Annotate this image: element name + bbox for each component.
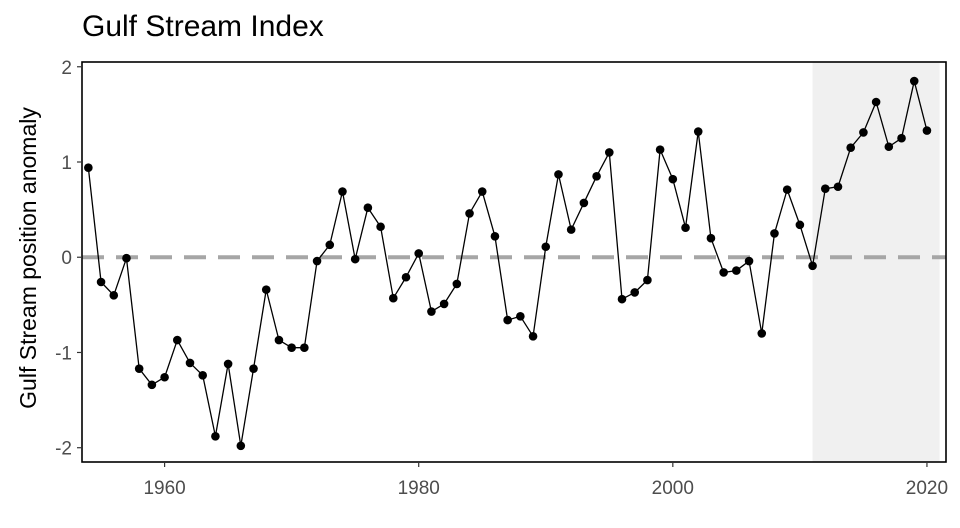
data-point-2015 [859, 128, 868, 137]
data-point-1984 [465, 209, 474, 218]
data-point-1974 [338, 187, 347, 196]
data-point-2006 [744, 256, 754, 266]
data-point-2012 [820, 184, 830, 193]
data-point-1977 [376, 222, 385, 232]
data-point-1986 [490, 231, 500, 241]
data-point-2009 [782, 185, 792, 194]
y-tick-label: 2 [61, 58, 72, 79]
data-point-1972 [312, 256, 322, 266]
x-tick-label: 1980 [398, 478, 440, 499]
data-point-2002 [693, 127, 703, 136]
data-point-2017 [884, 142, 894, 152]
data-point-1987 [503, 315, 512, 325]
data-point-1965 [223, 359, 233, 369]
y-tick-label: -2 [55, 439, 72, 460]
data-point-1971 [300, 343, 309, 353]
shaded-region [812, 62, 940, 462]
data-point-1955 [96, 277, 106, 287]
data-point-1975 [350, 254, 360, 264]
data-point-2018 [897, 133, 906, 143]
data-point-1959 [147, 380, 157, 390]
data-point-2011 [808, 261, 817, 271]
data-point-1962 [185, 358, 195, 368]
data-point-1988 [516, 311, 525, 321]
data-point-1961 [172, 335, 182, 345]
data-point-1998 [643, 275, 652, 285]
data-point-1979 [401, 272, 411, 282]
data-point-1964 [211, 431, 220, 441]
data-point-2003 [706, 233, 716, 243]
data-point-2010 [795, 220, 805, 230]
data-point-1957 [122, 253, 131, 263]
data-point-1973 [325, 240, 335, 250]
data-point-1967 [249, 364, 258, 373]
data-point-1978 [388, 293, 398, 303]
data-point-2014 [846, 143, 856, 153]
data-point-1968 [261, 285, 271, 294]
data-point-1982 [439, 299, 449, 309]
plot-panel [82, 62, 946, 462]
data-point-2000 [668, 174, 678, 184]
data-point-1989 [528, 331, 538, 341]
data-point-2004 [719, 268, 728, 277]
data-point-2001 [681, 223, 690, 233]
data-point-2007 [757, 329, 767, 338]
data-point-2008 [770, 229, 779, 238]
data-point-1976 [363, 203, 373, 213]
y-tick-label: -1 [55, 343, 72, 364]
data-point-1980 [414, 249, 424, 258]
data-point-1983 [452, 279, 462, 289]
data-point-1956 [109, 291, 119, 300]
data-point-1960 [160, 372, 169, 382]
data-point-1990 [541, 242, 551, 252]
data-point-1954 [84, 163, 93, 173]
data-point-1994 [592, 171, 601, 181]
data-point-1991 [554, 170, 563, 179]
data-point-1992 [566, 225, 576, 234]
x-tick-label: 2000 [652, 478, 694, 499]
data-point-1999 [655, 145, 665, 154]
data-point-2019 [909, 76, 919, 86]
data-point-2016 [871, 97, 881, 107]
data-point-2020 [922, 126, 932, 135]
data-point-1958 [134, 364, 144, 373]
data-point-2013 [833, 182, 843, 192]
x-tick-label: 1960 [143, 478, 185, 499]
data-point-1981 [427, 307, 436, 316]
plot-frame [81, 61, 947, 463]
y-axis-label: Gulf Stream position anomaly [15, 107, 41, 409]
data-point-1963 [198, 371, 208, 380]
data-point-2005 [732, 266, 741, 275]
chart-title: Gulf Stream Index [82, 10, 324, 43]
data-point-1966 [236, 441, 246, 451]
y-tick-label: 0 [61, 248, 72, 269]
data-point-1970 [287, 343, 296, 353]
data-point-1995 [604, 148, 614, 157]
data-point-1969 [274, 335, 284, 345]
data-point-1985 [477, 187, 487, 196]
x-tick-label: 2020 [906, 478, 948, 499]
data-point-1996 [617, 294, 627, 304]
y-tick-label: 1 [61, 153, 72, 174]
data-point-1993 [579, 198, 589, 208]
data-point-1997 [630, 288, 640, 297]
